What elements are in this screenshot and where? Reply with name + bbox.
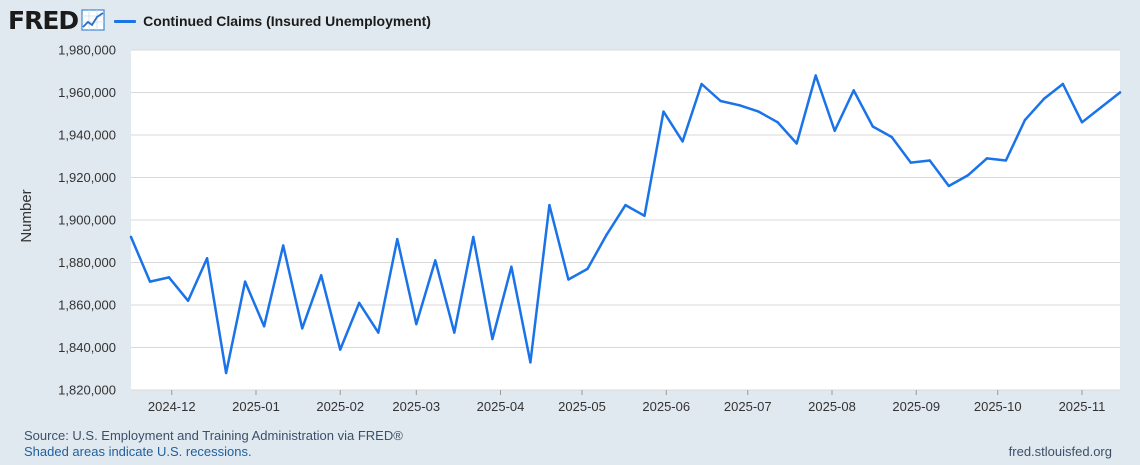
data-point (281, 244, 285, 247)
data-point (567, 278, 570, 281)
data-point (700, 82, 703, 86)
data-point (300, 327, 304, 330)
y-tick-label: 1,860,000 (58, 298, 116, 313)
y-tick-label: 1,960,000 (58, 85, 116, 100)
legend-swatch (114, 19, 137, 23)
data-point (1004, 159, 1008, 162)
data-point (928, 159, 932, 162)
data-point (319, 274, 323, 277)
data-point (871, 125, 874, 128)
x-tick-label: 2025-03 (392, 399, 440, 414)
data-point (434, 259, 437, 262)
recession-note[interactable]: Shaded areas indicate U.S. recessions. (24, 444, 252, 459)
data-point (966, 174, 970, 177)
data-point (1080, 121, 1084, 124)
data-point (852, 89, 855, 92)
site-url[interactable]: fred.stlouisfed.org (1008, 444, 1112, 459)
data-point (605, 233, 608, 237)
legend-label[interactable]: Continued Claims (Insured Unemployment) (143, 13, 431, 29)
data-point (738, 104, 741, 107)
chart-header: FRED Continued Claims (Insured Unemploym… (8, 6, 431, 36)
data-point (985, 157, 989, 160)
data-point (1023, 118, 1027, 122)
data-point (757, 110, 760, 113)
data-point (358, 301, 361, 305)
data-point (681, 140, 684, 143)
data-point (890, 135, 893, 139)
x-tick-label: 2025-06 (642, 399, 690, 414)
data-points (129, 74, 1122, 375)
data-point (662, 110, 665, 113)
data-point (243, 280, 247, 283)
data-point (833, 129, 836, 132)
x-axis: 2024-12 2025-01 2025-02 2025-03 2025-04 2025-… (148, 390, 1105, 414)
data-point (643, 214, 646, 217)
x-tick-label: 2025-07 (724, 399, 772, 414)
data-point (1099, 106, 1103, 109)
data-point (947, 184, 951, 188)
data-point (491, 337, 494, 341)
x-tick-label: 2025-11 (1059, 399, 1106, 414)
data-point (719, 99, 722, 103)
data-point (224, 371, 228, 375)
y-tick-label: 1,840,000 (58, 340, 116, 355)
data-point (339, 348, 342, 351)
y-tick-label: 1,940,000 (58, 128, 116, 143)
data-point (795, 142, 798, 145)
y-tick-label: 1,880,000 (58, 255, 116, 270)
x-tick-label: 2025-08 (808, 399, 856, 414)
data-point (262, 325, 266, 328)
x-tick-label: 2025-04 (477, 399, 525, 414)
data-point (624, 203, 627, 207)
data-point (205, 257, 209, 260)
data-point (510, 265, 513, 268)
data-point (186, 299, 190, 302)
x-tick-label: 2025-09 (892, 399, 940, 414)
y-axis: 1,820,000 1,840,000 1,860,000 1,880,000 1,90… (58, 43, 116, 398)
data-point (129, 235, 133, 239)
data-point (472, 235, 475, 239)
y-tick-label: 1,980,000 (58, 43, 116, 58)
y-axis-title: Number (18, 189, 35, 242)
data-point (453, 331, 456, 334)
y-tick-label: 1,820,000 (58, 383, 116, 398)
data-point (814, 74, 817, 77)
data-point (529, 361, 532, 364)
y-tick-label: 1,900,000 (58, 213, 116, 228)
data-point (148, 280, 152, 283)
data-point (396, 237, 399, 241)
data-point (167, 276, 171, 279)
data-point (548, 203, 551, 207)
fred-graph-logo-icon (81, 8, 105, 36)
data-point (377, 331, 380, 334)
fred-logo[interactable]: FRED (8, 6, 79, 35)
data-point (586, 267, 589, 271)
data-point (776, 121, 779, 124)
data-point (1042, 97, 1046, 101)
data-point (1118, 91, 1122, 94)
footer-source: Source: U.S. Employment and Training Adm… (24, 428, 403, 460)
data-point (415, 322, 418, 326)
x-tick-label: 2025-02 (316, 399, 364, 414)
source-note: Source: U.S. Employment and Training Adm… (24, 428, 403, 443)
data-point (909, 161, 912, 164)
x-tick-label: 2024-12 (148, 399, 196, 414)
x-tick-label: 2025-10 (974, 399, 1022, 414)
x-tick-label: 2025-01 (232, 399, 280, 414)
data-point (1061, 82, 1065, 86)
x-tick-label: 2025-05 (558, 399, 606, 414)
y-tick-label: 1,920,000 (58, 170, 116, 185)
